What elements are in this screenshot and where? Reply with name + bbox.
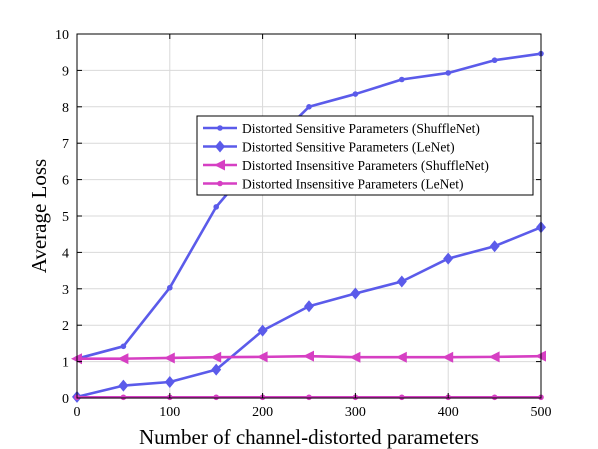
legend-item: Distorted Insensitive Parameters (LeNet)	[203, 177, 464, 192]
y-tick-label: 10	[55, 28, 69, 43]
data-point	[120, 343, 127, 350]
legend-box	[196, 115, 534, 196]
legend-item: Distorted Sensitive Parameters (LeNet)	[203, 140, 455, 155]
y-tick-label: 1	[62, 356, 69, 371]
data-point	[210, 351, 222, 363]
data-point	[163, 352, 175, 364]
data-point	[213, 394, 219, 401]
legend-label: Distorted Insensitive Parameters (LeNet)	[242, 177, 464, 192]
data-point	[352, 91, 359, 97]
data-point	[256, 351, 268, 363]
legend-item: Distorted Sensitive Parameters (ShuffleN…	[203, 121, 480, 136]
legend-label: Distorted Insensitive Parameters (Shuffl…	[242, 158, 489, 173]
ticks: 0 100 200 300 400 500 0 1 2 3 4 5 6 7 8 9 10	[55, 28, 552, 420]
data-point	[488, 351, 500, 363]
data-point	[399, 394, 405, 401]
y-tick-label: 6	[62, 174, 69, 189]
x-tick-label: 0	[74, 405, 81, 420]
y-tick-label: 4	[62, 246, 69, 261]
data-point	[215, 140, 225, 153]
series	[74, 50, 544, 362]
data-point	[306, 394, 312, 401]
data-point	[303, 350, 314, 362]
grid	[77, 34, 541, 398]
legend-label: Distorted Sensitive Parameters (ShuffleN…	[242, 121, 480, 136]
data-point	[350, 287, 361, 300]
data-point	[445, 70, 452, 76]
data-point	[117, 353, 129, 365]
data-point	[489, 240, 500, 253]
y-tick-label: 2	[62, 319, 69, 334]
y-tick-label: 7	[62, 137, 69, 152]
series	[74, 394, 544, 401]
data-point	[304, 300, 314, 313]
y-tick-label: 5	[62, 210, 69, 225]
x-tick-label: 400	[438, 405, 459, 420]
y-tick-label: 3	[62, 283, 69, 298]
legend-label: Distorted Sensitive Parameters (LeNet)	[242, 140, 455, 155]
data-point	[164, 375, 175, 388]
series	[72, 221, 546, 403]
x-tick-label: 100	[159, 405, 180, 420]
x-tick-label: 500	[531, 405, 552, 420]
x-tick-label: 300	[345, 405, 366, 420]
data-point	[217, 180, 223, 187]
legend: Distorted Sensitive Parameters (ShuffleN…	[196, 115, 534, 196]
data-point	[120, 394, 127, 401]
data-point	[491, 57, 498, 64]
series	[71, 350, 546, 365]
data-point	[118, 379, 129, 392]
data-point	[257, 324, 268, 337]
data-point	[349, 351, 361, 363]
data-point	[442, 351, 454, 363]
data-point	[399, 76, 405, 83]
data-point	[395, 351, 407, 363]
data-point	[443, 252, 454, 265]
y-tick-label: 0	[62, 392, 69, 407]
x-axis-title: Number of channel-distorted parameters	[139, 425, 479, 449]
data-point	[211, 363, 222, 376]
data-point	[396, 275, 407, 288]
y-axis-title: Average Loss	[27, 159, 51, 274]
y-tick-label: 8	[62, 101, 69, 116]
data-point	[214, 159, 225, 171]
data-point	[167, 284, 173, 291]
x-tick-label: 200	[252, 405, 273, 420]
series-line	[76, 52, 542, 360]
data-point	[213, 204, 219, 210]
data-point	[306, 104, 312, 110]
data-point	[491, 394, 498, 401]
data-point	[217, 125, 223, 131]
y-tick-label: 9	[62, 64, 69, 79]
series-group	[71, 50, 546, 403]
legend-item: Distorted Insensitive Parameters (Shuffl…	[203, 158, 489, 173]
